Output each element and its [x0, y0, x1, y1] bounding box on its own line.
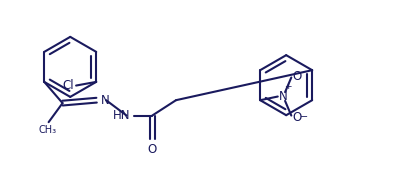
Text: N: N	[101, 94, 110, 107]
Text: N: N	[278, 90, 287, 103]
Text: O: O	[147, 143, 157, 156]
Text: O: O	[293, 110, 302, 124]
Text: CH₃: CH₃	[38, 125, 56, 135]
Text: −: −	[300, 112, 308, 122]
Text: +: +	[284, 82, 292, 91]
Text: HN: HN	[113, 109, 130, 122]
Text: O: O	[293, 70, 302, 83]
Text: Cl: Cl	[63, 79, 74, 92]
